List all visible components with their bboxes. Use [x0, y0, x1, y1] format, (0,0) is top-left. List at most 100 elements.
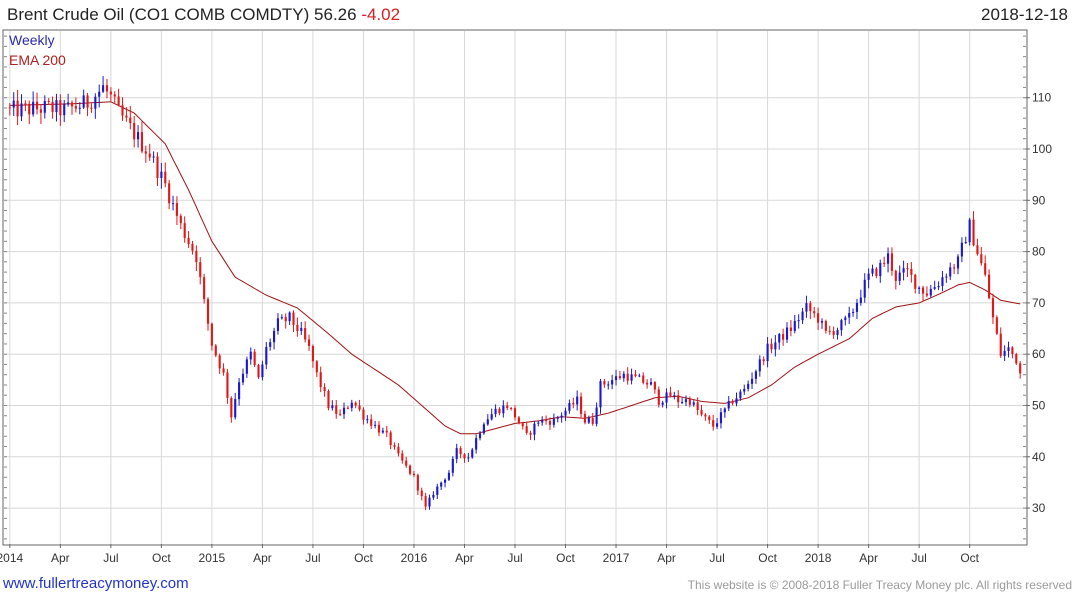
candle-body	[576, 396, 579, 405]
candle-body	[677, 395, 680, 403]
candle-body	[245, 359, 248, 374]
candle-body	[665, 392, 668, 403]
candle-body	[152, 156, 155, 158]
candle-body	[642, 375, 645, 383]
candle-body	[766, 343, 769, 362]
candle-body	[949, 267, 952, 277]
candle-body	[63, 104, 66, 116]
candle-body	[545, 419, 548, 422]
candle-body	[117, 96, 120, 106]
candle-body	[12, 100, 15, 108]
candle-body	[782, 333, 785, 340]
candle-body	[210, 323, 213, 346]
candle-body	[894, 270, 897, 281]
candle-body	[572, 403, 575, 405]
candle-body	[300, 328, 303, 331]
ema-200-line	[9, 101, 1021, 435]
candle-body	[929, 288, 932, 296]
candle-body	[638, 375, 641, 377]
candle-body	[937, 286, 940, 288]
x-tick-label: Apr	[657, 551, 676, 565]
candle-body	[607, 384, 610, 386]
candle-body	[517, 417, 520, 424]
candle-body	[20, 103, 23, 117]
candle-body	[673, 395, 676, 397]
candle-body	[614, 376, 618, 381]
candle-body	[684, 399, 688, 403]
candle-body	[416, 475, 419, 491]
y-tick-label: 40	[1032, 450, 1046, 464]
candle-body	[230, 397, 233, 418]
candle-body	[778, 333, 781, 343]
candle-body	[747, 383, 750, 389]
candle-body	[459, 448, 462, 455]
candle-body	[362, 409, 365, 420]
candle-body	[397, 446, 400, 454]
y-tick-label: 60	[1032, 347, 1046, 361]
candle-body	[859, 297, 862, 303]
candle-body	[401, 453, 404, 461]
candle-body	[813, 311, 816, 314]
candle-body	[24, 103, 27, 105]
candle-body	[455, 448, 458, 459]
x-tick-label: Apr	[859, 551, 878, 565]
candle-body	[1007, 347, 1010, 351]
candle-body	[770, 343, 773, 350]
candle-body	[840, 320, 843, 331]
candle-body	[498, 408, 501, 414]
candle-body	[389, 432, 392, 446]
candle-body	[906, 268, 909, 270]
x-tick-label: Apr	[253, 551, 272, 565]
candle-body	[70, 102, 74, 107]
candle-body	[984, 263, 987, 275]
candle-body	[273, 330, 276, 343]
candle-body	[265, 346, 268, 365]
candle-body	[440, 482, 443, 487]
legend-ema: EMA 200	[9, 52, 66, 68]
candle-body	[848, 313, 851, 318]
x-tick-label: Jul	[709, 551, 724, 565]
candle-body	[820, 321, 824, 323]
candle-body	[482, 424, 485, 434]
candle-body	[510, 408, 513, 410]
candle-body	[754, 371, 757, 379]
candle-body	[914, 274, 917, 289]
candle-body	[918, 287, 921, 289]
candle-body	[94, 96, 97, 109]
candle-body	[478, 433, 482, 439]
candle-body	[133, 123, 136, 140]
candle-body	[692, 402, 695, 405]
instrument-symbol: (CO1 COMB COMDTY)	[128, 5, 310, 24]
candle-body	[257, 365, 260, 378]
candle-body	[731, 401, 734, 404]
candle-body	[78, 107, 81, 109]
candle-body	[723, 408, 726, 413]
x-tick-label: 2016	[401, 551, 428, 565]
candle-body	[226, 372, 229, 398]
candle-body	[420, 490, 423, 497]
candle-body	[39, 109, 42, 113]
candle-body	[898, 272, 901, 281]
candle-body	[634, 374, 637, 377]
candle-body	[844, 317, 847, 321]
candle-body	[902, 268, 905, 273]
chart-title: Brent Crude Oil (CO1 COMB COMDTY) 56.26 …	[7, 5, 400, 25]
candle-body	[428, 497, 431, 507]
x-tick-label: 2014	[0, 551, 23, 565]
candle-body	[187, 237, 190, 244]
x-tick-label: 2018	[805, 551, 832, 565]
candle-body	[311, 345, 315, 362]
y-tick-label: 50	[1032, 398, 1046, 412]
candle-body	[552, 418, 555, 425]
footer-site-link[interactable]: www.fullertreacymoney.com	[3, 575, 189, 592]
candle-body	[502, 405, 505, 414]
chart-header: Brent Crude Oil (CO1 COMB COMDTY) 56.26 …	[0, 0, 1075, 30]
candle-body	[296, 324, 299, 331]
candle-body	[1019, 363, 1022, 374]
candle-body	[988, 274, 991, 299]
candle-body	[199, 262, 202, 278]
candle-body	[719, 412, 723, 424]
x-tick-label: Apr	[455, 551, 474, 565]
candle-body	[494, 408, 497, 415]
candle-body	[447, 472, 451, 480]
